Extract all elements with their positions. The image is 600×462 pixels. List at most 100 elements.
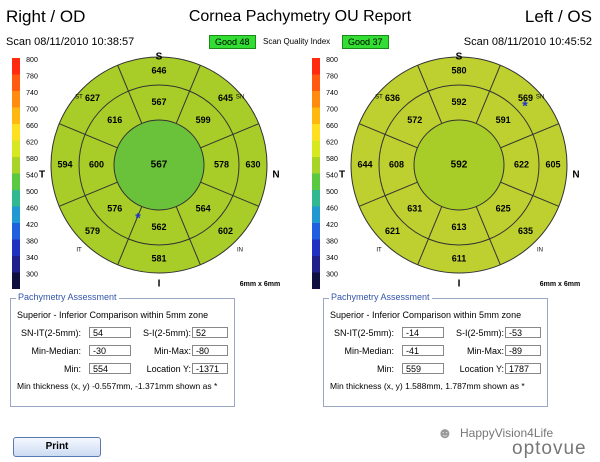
scale-tick: 740	[26, 90, 38, 97]
sector-divider	[359, 123, 418, 149]
min-median-value: -41	[402, 345, 444, 356]
min-median-value: -30	[89, 345, 131, 356]
inner-sector-value: 562	[151, 222, 166, 232]
scale-tick: 620	[26, 139, 38, 146]
location-y-label: Location Y:	[146, 364, 191, 374]
inner-sector-value: 600	[89, 159, 104, 169]
scale-swatch	[312, 91, 320, 108]
sector-divider	[200, 181, 259, 207]
location-y-label: Location Y:	[459, 364, 504, 374]
min-thickness-note: Min thickness (x, y) 1.588mm, 1.787mm sh…	[330, 381, 525, 391]
sector-divider	[417, 206, 443, 265]
scale-tick: 420	[326, 222, 338, 229]
s-i-value: -53	[505, 327, 541, 338]
min-thickness-marker: *	[522, 98, 528, 114]
scale-swatch	[12, 124, 20, 141]
od-eye-label: Right / OD	[6, 7, 86, 26]
watermark-logo: optovue	[512, 438, 587, 459]
scale-tick: 660	[26, 123, 38, 130]
wechat-icon: ☻	[437, 425, 453, 442]
min-value: 559	[402, 363, 444, 374]
scale-tick: 700	[26, 106, 38, 113]
quadrant-label: SN	[536, 95, 544, 101]
quadrant-label: ST	[75, 95, 83, 101]
inner-sector-value: 576	[107, 204, 122, 214]
min-thickness-marker: *	[135, 210, 141, 226]
outer-sector-value: 579	[85, 226, 100, 236]
scale-swatch	[312, 74, 320, 91]
min-max-value: -89	[505, 345, 541, 356]
scale-swatch	[312, 239, 320, 256]
watermark-handle: HappyVision4Life	[460, 426, 554, 440]
min-median-label: Min-Median:	[344, 346, 394, 356]
inferior-label: I	[458, 279, 461, 290]
outer-sector-value: 569	[518, 93, 533, 103]
min-value: 554	[89, 363, 131, 374]
scale-swatch	[312, 124, 320, 141]
inner-sector-value: 572	[407, 115, 422, 125]
s-i-value: 52	[192, 327, 228, 338]
sector-divider	[417, 65, 443, 124]
scale-tick: 380	[26, 238, 38, 245]
scale-tick: 500	[26, 189, 38, 196]
outer-sector-value: 621	[385, 226, 400, 236]
sector-divider	[475, 65, 501, 124]
inner-sector-value: 608	[389, 159, 404, 169]
inner-sector-value: 599	[196, 115, 211, 125]
scale-swatch	[312, 272, 320, 289]
center-value: 567	[151, 160, 168, 171]
scale-swatch	[12, 256, 20, 273]
scale-tick: 460	[26, 205, 38, 212]
scale-swatch	[12, 91, 20, 108]
scale-tick: 300	[26, 271, 38, 278]
od-pachymetry-assessment: Pachymetry Assessment Superior - Inferio…	[10, 292, 235, 407]
min-label: Min:	[63, 364, 81, 374]
scale-tick: 740	[326, 90, 338, 97]
nasal-label: N	[572, 170, 579, 181]
sector-divider	[475, 206, 501, 265]
outer-sector-value: 644	[357, 159, 372, 169]
panel-legend: Pachymetry Assessment	[329, 292, 432, 302]
sn-it-label: SN-IT(2-5mm):	[21, 328, 81, 338]
inner-sector-value: 613	[451, 222, 466, 232]
inner-sector-value: 616	[107, 115, 122, 125]
s-i-label: S-I(2-5mm):	[143, 328, 191, 338]
color-scale: 800 780 740 700 660 620 580 540 500 460 420 380 340 3…	[12, 57, 38, 289]
sn-it-label: SN-IT(2-5mm):	[334, 328, 394, 338]
quality-index-label: Scan Quality Index	[263, 37, 331, 46]
inner-sector-value: 567	[151, 97, 166, 107]
scale-swatch	[312, 256, 320, 273]
superior-label: S	[456, 52, 463, 63]
od-quality-badge: Good 48	[209, 35, 256, 49]
scale-tick: 380	[326, 238, 338, 245]
inner-sector-value: 592	[451, 97, 466, 107]
scale-tick: 620	[326, 139, 338, 146]
scale-tick: 800	[26, 57, 38, 64]
inner-sector-value: 631	[407, 204, 422, 214]
sector-divider	[59, 181, 118, 207]
min-max-value: -80	[192, 345, 228, 356]
scale-swatch	[312, 173, 320, 190]
scale-swatch	[12, 190, 20, 207]
scale-tick: 580	[26, 156, 38, 163]
sector-divider	[200, 123, 259, 149]
scale-swatch	[12, 223, 20, 240]
comparison-subtitle: Superior - Inferior Comparison within 5m…	[330, 310, 522, 320]
os-map: 800 780 740 700 660 620 580 540 500 460 420 380 340 3…	[312, 52, 580, 290]
min-thickness-note: Min thickness (x, y) -0.557mm, -1.371mm …	[17, 381, 218, 391]
sector-divider	[359, 181, 418, 207]
scale-tick: 660	[326, 123, 338, 130]
inferior-label: I	[158, 279, 161, 290]
min-max-label: Min-Max:	[466, 346, 504, 356]
scale-swatch	[12, 272, 20, 289]
scale-swatch	[12, 157, 20, 174]
quadrant-label: IT	[76, 248, 82, 254]
panel-legend: Pachymetry Assessment	[16, 292, 119, 302]
location-y-value: 1787	[505, 363, 541, 374]
print-button[interactable]: Print	[13, 437, 101, 457]
scale-swatch	[312, 58, 320, 75]
outer-sector-value: 646	[151, 65, 166, 75]
scale-tick: 800	[326, 57, 338, 64]
sector-divider	[59, 123, 118, 149]
s-i-label: S-I(2-5mm):	[456, 328, 504, 338]
